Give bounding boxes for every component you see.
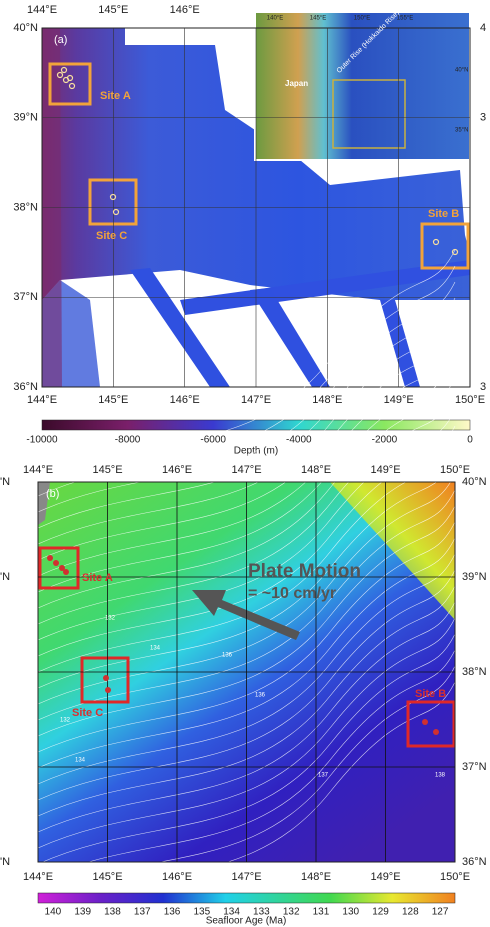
colorbar: [42, 420, 470, 430]
tick-label: 146°E: [162, 871, 192, 883]
inset-tick: 155°E: [397, 16, 413, 22]
contour-label: 134: [75, 758, 86, 764]
tick-label: 147°E: [231, 464, 261, 476]
colorbar-tick: 134: [223, 907, 240, 918]
site-point: [53, 560, 59, 566]
inset-tick: 40°N: [455, 68, 468, 74]
tick-label: 36°N: [13, 381, 38, 393]
bathymetry-map: (a) Site A Site C Site B Japan Outer Ris…: [42, 10, 470, 457]
tick-label: 38°N: [462, 666, 487, 678]
tick-label: 148°E: [301, 464, 331, 476]
tick-label: 39°N: [462, 571, 487, 583]
tick-label: 150°E: [455, 394, 485, 406]
tick-label: 144°E: [23, 871, 53, 883]
tick-label: 145°E: [98, 4, 128, 16]
tick-label: 'N: [0, 571, 10, 583]
tick-label: 144°E: [23, 464, 53, 476]
tick-label: 149°E: [384, 394, 414, 406]
colorbar-tick: 129: [372, 907, 389, 918]
annotation: Plate Motion: [248, 561, 361, 582]
colorbar-tick: 139: [74, 907, 91, 918]
annotation: = ~10 cm/yr: [248, 585, 336, 602]
inset-tick: 150°E: [354, 16, 370, 22]
tick-label: 'N: [0, 856, 10, 868]
tick-label: 144°E: [27, 4, 57, 16]
site-point: [422, 719, 428, 725]
colorbar-tick: 127: [432, 907, 449, 918]
tick-label: 145°E: [92, 464, 122, 476]
site-label: Site A: [100, 90, 131, 102]
tick-label: 147°E: [231, 871, 261, 883]
contour-label: 132: [105, 616, 116, 622]
tick-label: 36°N: [462, 856, 487, 868]
inset-label: Japan: [285, 79, 308, 88]
tick-label: 37°N: [462, 761, 487, 773]
colorbar-tick: 136: [164, 907, 181, 918]
colorbar: [38, 893, 455, 903]
colorbar-tick: 138: [104, 907, 121, 918]
tick-label: 148°E: [312, 394, 342, 406]
inset-tick: 35°N: [455, 128, 468, 134]
tick-label: 3: [480, 112, 486, 124]
tick-label: 146°E: [170, 4, 200, 16]
site-point: [103, 675, 109, 681]
tick-label: 147°E: [241, 394, 271, 406]
figure: (a) Site A Site C Site B Japan Outer Ris…: [0, 0, 490, 927]
contour-label: 134: [150, 646, 161, 652]
tick-label: 150°E: [440, 464, 470, 476]
site-label: Site C: [72, 707, 103, 719]
colorbar-tick: 135: [193, 907, 210, 918]
panel-label: (a): [54, 34, 67, 46]
tick-label: 40°N: [462, 476, 487, 488]
site-label: Site B: [415, 688, 446, 700]
tick-label: 39°N: [13, 112, 38, 124]
colorbar-tick: 128: [402, 907, 419, 918]
tick-label: 4: [480, 22, 486, 34]
site-point: [105, 687, 111, 693]
contour-label: 136: [255, 693, 266, 699]
tick-label: 150°E: [440, 871, 470, 883]
site-point: [433, 729, 439, 735]
colorbar-label: Seafloor Age (Ma): [206, 916, 287, 927]
tick-label: 37°N: [13, 291, 38, 303]
colorbar-tick: 137: [134, 907, 151, 918]
tick-label: 146°E: [170, 394, 200, 406]
colorbar-tick: 130: [342, 907, 359, 918]
colorbar-tick: -4000: [286, 435, 312, 446]
tick-label: 146°E: [162, 464, 192, 476]
colorbar-tick: 131: [313, 907, 330, 918]
tick-label: 148°E: [301, 871, 331, 883]
site-point: [63, 569, 69, 575]
site-label: Site C: [96, 230, 127, 242]
colorbar-tick: -6000: [200, 435, 226, 446]
tick-label: 3: [480, 381, 486, 393]
contour-label: 132: [60, 718, 71, 724]
colorbar-tick: -10000: [26, 435, 58, 446]
colorbar-tick: -2000: [372, 435, 398, 446]
tick-label: 145°E: [98, 394, 128, 406]
colorbar-tick: -8000: [115, 435, 141, 446]
tick-label: 'N: [0, 476, 10, 488]
tick-label: 144°E: [27, 394, 57, 406]
inset-tick: 145°E: [310, 16, 326, 22]
colorbar-tick: 133: [253, 907, 270, 918]
contour-label: 138: [435, 773, 446, 779]
site-point: [47, 555, 53, 561]
inset-tick: 140°E: [267, 16, 283, 22]
panel-label: (b): [46, 488, 59, 500]
colorbar-tick: 0: [467, 435, 473, 446]
tick-label: 145°E: [92, 871, 122, 883]
site-label: Site A: [82, 572, 113, 584]
tick-label: 40°N: [13, 22, 38, 34]
colorbar-tick: 132: [283, 907, 300, 918]
tick-label: 149°E: [370, 871, 400, 883]
contour-label: 136: [222, 653, 233, 659]
tick-label: 149°E: [370, 464, 400, 476]
colorbar-tick: 140: [45, 907, 62, 918]
contour-label: 137: [318, 773, 329, 779]
site-label: Site B: [428, 208, 459, 220]
tick-label: 38°N: [13, 201, 38, 213]
